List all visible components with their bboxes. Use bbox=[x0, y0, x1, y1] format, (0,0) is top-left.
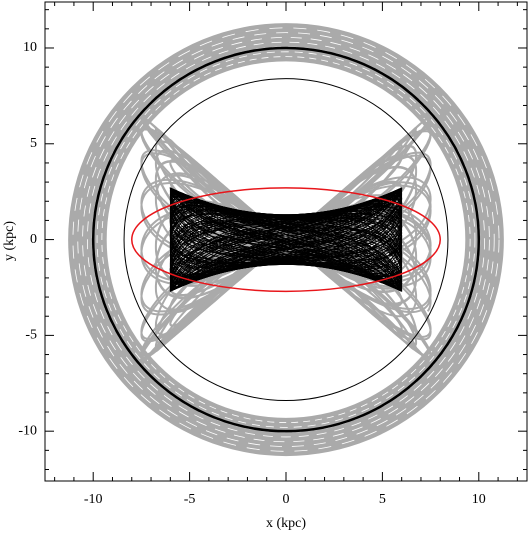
orbit-gap bbox=[77, 32, 495, 447]
x-tick-label: 5 bbox=[379, 492, 386, 507]
y-tick-label: 5 bbox=[30, 136, 37, 151]
x-tick-label: -5 bbox=[184, 492, 196, 507]
orbit-gap bbox=[96, 51, 476, 428]
y-axis-label: y (kpc) bbox=[2, 221, 17, 261]
x-tick-label: 0 bbox=[283, 492, 290, 507]
y-tick-label: 10 bbox=[23, 40, 37, 55]
orbit-gap bbox=[101, 56, 471, 423]
orbit-gap bbox=[87, 41, 485, 438]
circle bbox=[123, 78, 449, 402]
x-tick-label: -10 bbox=[84, 492, 103, 507]
y-tick-label: 0 bbox=[30, 232, 37, 247]
orbit-gap bbox=[82, 37, 490, 443]
loop-orbit bbox=[167, 139, 404, 340]
x-axis-label: x (kpc) bbox=[266, 516, 306, 531]
y-tick-label: -5 bbox=[25, 328, 37, 343]
orbit-gap bbox=[72, 27, 500, 452]
y-tick-label: -10 bbox=[18, 423, 37, 438]
ellipse bbox=[131, 187, 441, 293]
bar-orbit bbox=[169, 188, 403, 292]
x-tick-label: 10 bbox=[472, 492, 486, 507]
circle bbox=[91, 46, 481, 433]
